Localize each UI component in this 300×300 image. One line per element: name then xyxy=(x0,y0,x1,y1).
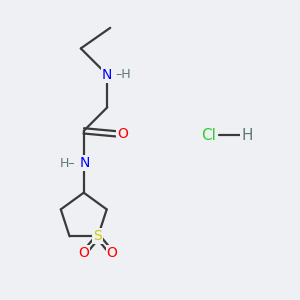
Text: O: O xyxy=(78,246,89,260)
Text: Cl: Cl xyxy=(202,128,216,143)
Text: O: O xyxy=(117,127,128,141)
Text: N: N xyxy=(80,156,90,170)
Text: H–: H– xyxy=(60,157,76,170)
Text: –H: –H xyxy=(116,68,131,81)
Text: H: H xyxy=(242,128,253,143)
Text: O: O xyxy=(106,246,118,260)
Text: S: S xyxy=(94,229,102,243)
Text: N: N xyxy=(102,68,112,82)
